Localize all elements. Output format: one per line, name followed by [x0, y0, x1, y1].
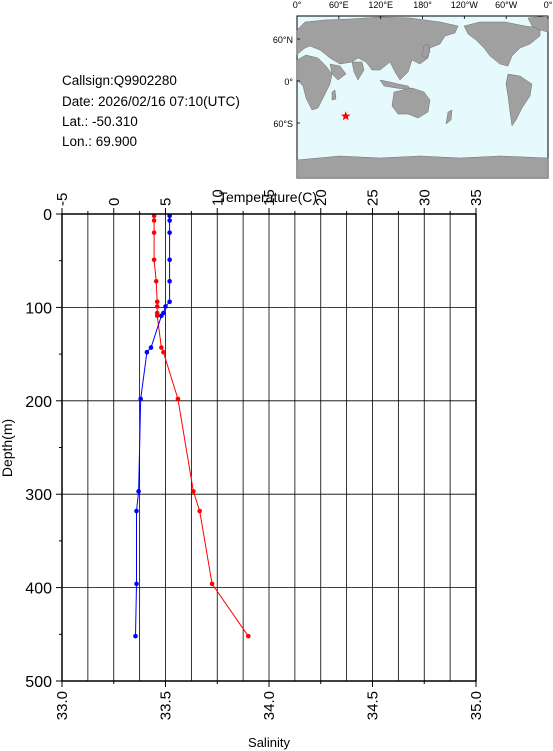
salinity-point	[136, 489, 141, 494]
salinity-tick-label: 33.0	[54, 691, 71, 720]
temperature-point	[161, 349, 166, 355]
temperature-point	[154, 299, 160, 305]
temperature-point	[154, 304, 160, 309]
depth-tick-label: 200	[25, 394, 52, 411]
temperature-point	[175, 396, 181, 402]
temperature-point	[209, 581, 215, 587]
salinity-point	[133, 633, 138, 639]
salinity-tick-label: 35.0	[468, 691, 485, 720]
temperature-line	[153, 215, 249, 637]
temperature-point	[246, 633, 251, 639]
temperature-tick-label: -5	[54, 193, 71, 206]
salinity-point	[134, 581, 139, 587]
depth-tick-label: 500	[25, 674, 52, 691]
salinity-point	[163, 304, 168, 309]
depth-axis-title: Depth(m)	[0, 419, 15, 477]
salinity-point	[144, 349, 150, 355]
temperature-point	[159, 345, 164, 350]
series-group	[133, 213, 251, 639]
depth-tick-label: 300	[25, 487, 52, 504]
temperature-point	[151, 218, 157, 223]
date-text: Date: 2026/02/16 07:10(UTC)	[62, 94, 240, 109]
temperature-tick-label: 5	[158, 198, 175, 206]
temperature-axis-title: Temperature(C)	[219, 189, 317, 205]
salinity-tick-label: 34.0	[261, 691, 278, 720]
salinity-point	[148, 345, 154, 350]
salinity-point	[167, 257, 172, 263]
temperature-tick-label: 30	[416, 189, 433, 206]
longitude-text: Lon.: 69.900	[62, 134, 138, 149]
salinity-tick-label: 34.5	[365, 691, 382, 720]
temperature-tick-label: 10	[209, 189, 226, 206]
salinity-line	[135, 215, 171, 637]
salinity-tick-label: 33.5	[158, 691, 175, 720]
temperature-tick-label: 25	[365, 189, 382, 206]
salinity-point	[167, 230, 172, 235]
callsign-text: Callsign:Q9902280	[62, 73, 177, 88]
temperature-point	[151, 257, 157, 263]
latitude-text: Lat.: -50.310	[62, 114, 138, 129]
salinity-point	[167, 299, 172, 305]
salinity-point	[167, 218, 172, 223]
temperature-point	[197, 508, 202, 514]
salinity-point	[159, 313, 164, 319]
salinity-point	[138, 396, 143, 402]
temperature-point	[153, 278, 159, 284]
salinity-axis-title: Salinity	[248, 735, 290, 750]
depth-tick-label: 100	[25, 300, 52, 317]
temperature-tick-label: 15	[261, 189, 278, 206]
depth-tick-label: 400	[25, 581, 52, 598]
salinity-point	[167, 278, 172, 284]
temperature-tick-label: 20	[313, 189, 330, 206]
temperature-point	[191, 489, 196, 494]
temperature-tick-label: 35	[468, 189, 485, 206]
temperature-point	[151, 230, 157, 235]
depth-tick-label: 0	[43, 207, 52, 224]
salinity-point	[134, 508, 139, 514]
temperature-tick-label: 0	[106, 198, 123, 206]
temperature-point	[154, 313, 160, 319]
grid	[62, 214, 476, 681]
